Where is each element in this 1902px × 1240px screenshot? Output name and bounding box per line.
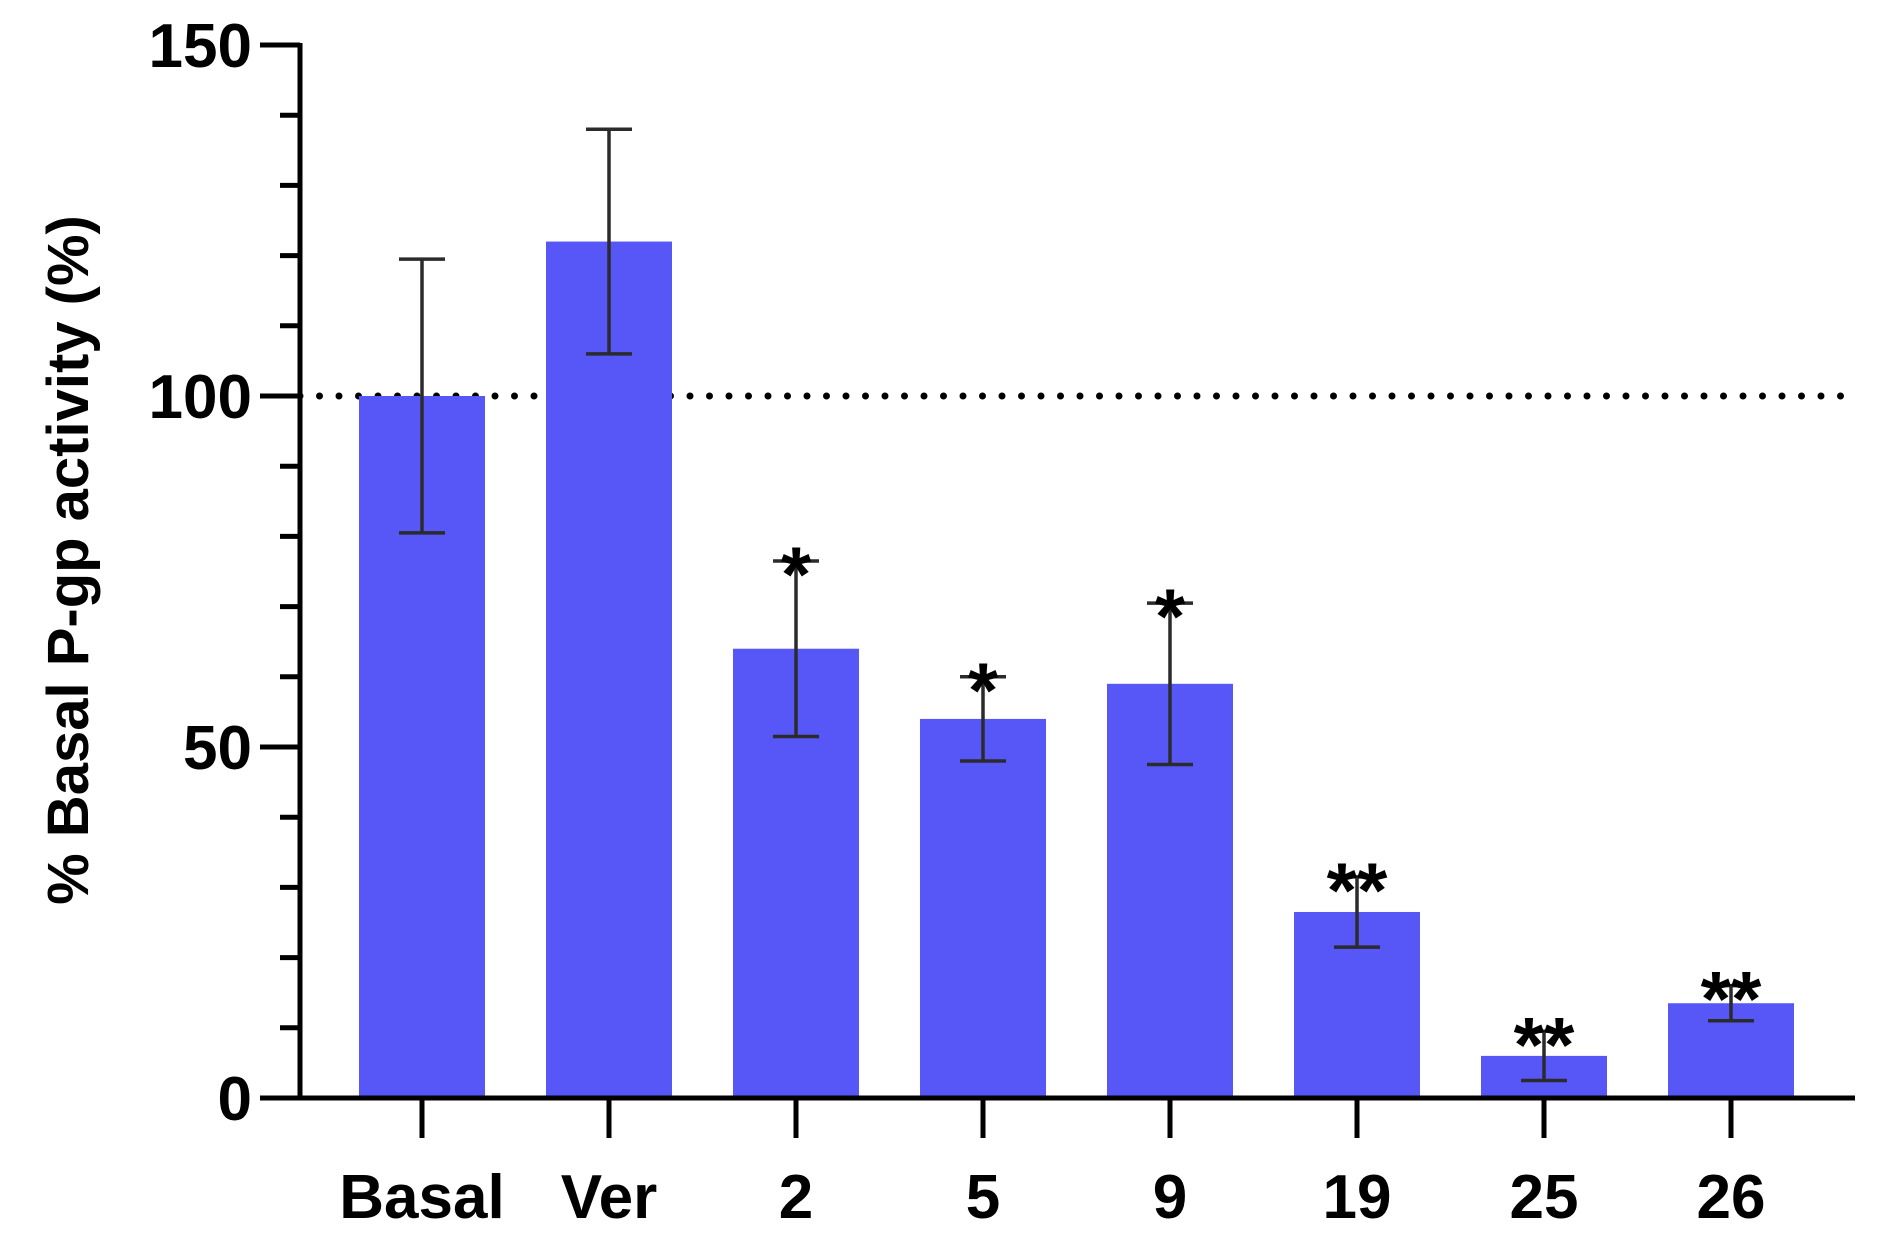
x-tick-label: 25 — [1510, 1163, 1579, 1232]
y-axis-label: % Basal P-gp activity (%) — [36, 215, 101, 905]
error-bar-26 — [1708, 983, 1754, 1023]
error-bar-25 — [1521, 1029, 1567, 1083]
x-tick-label: 19 — [1323, 1163, 1392, 1232]
x-tick-label: Ver — [561, 1163, 658, 1232]
error-bar-9 — [1147, 601, 1193, 767]
y-tick-label: 150 — [149, 12, 252, 81]
x-tick-label: 9 — [1153, 1163, 1187, 1232]
error-bar-5 — [960, 675, 1006, 763]
significance-marker: ** — [1327, 846, 1388, 934]
significance-marker: ** — [1514, 1000, 1575, 1088]
significance-marker: * — [781, 530, 812, 618]
y-tick-label: 100 — [149, 363, 252, 432]
significance-marker: ** — [1701, 955, 1762, 1043]
bars-layer — [359, 241, 1794, 1098]
error-bar-basal — [399, 257, 445, 535]
axes-layer — [260, 42, 1855, 1138]
x-tick-label: Basal — [339, 1163, 504, 1232]
error-bar-2 — [773, 559, 819, 739]
error-bars-layer — [399, 127, 1754, 1083]
bar-ver — [546, 241, 672, 1098]
error-bar-19 — [1334, 875, 1380, 949]
y-tick-label: 50 — [183, 714, 252, 783]
significance-marker: * — [968, 646, 999, 734]
error-bar-ver — [586, 127, 632, 356]
x-tick-label: 2 — [779, 1163, 813, 1232]
x-tick-label: 5 — [966, 1163, 1000, 1232]
significance-marker: * — [1155, 572, 1186, 660]
y-tick-label: 0 — [218, 1065, 252, 1134]
labels-layer: Basal Ver * 2 * 5 * 9 ** 19 ** 25 ** 26 0 50 100 150 — [149, 12, 1766, 1232]
x-tick-label: 26 — [1697, 1163, 1766, 1232]
bar-5 — [920, 718, 1046, 1098]
